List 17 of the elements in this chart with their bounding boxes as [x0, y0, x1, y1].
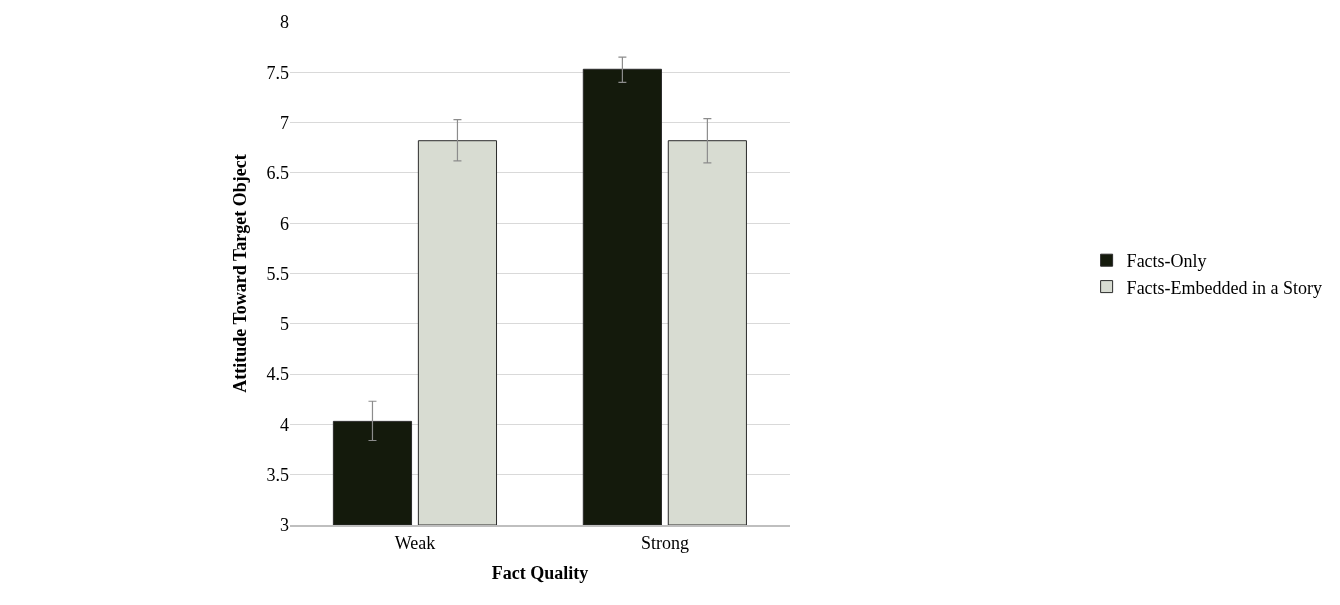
legend-label: Facts-Only	[1126, 251, 1207, 272]
y-tick-label: 3	[280, 515, 289, 536]
y-tick-label: 7.5	[266, 62, 289, 83]
y-tick-label: 4.5	[266, 364, 289, 385]
y-tick-label: 3.5	[266, 465, 289, 485]
y-axis-title: Attitude Toward Target Object	[229, 154, 250, 393]
y-tick-label: 4	[280, 414, 289, 435]
y-tick-label: 7	[280, 112, 289, 133]
y-tick-label: 5.5	[266, 263, 289, 284]
y-tick-label: 8	[280, 12, 289, 33]
x-axis-title: Fact Quality	[491, 563, 589, 584]
y-tick-label: 5	[280, 314, 289, 335]
y-tick-label: 6	[280, 213, 289, 234]
x-tick-label: Weak	[394, 532, 436, 553]
legend-label: Facts-Embedded in a Story	[1126, 277, 1323, 298]
x-tick-label: Strong	[640, 532, 689, 553]
y-tick-label: 6.5	[266, 163, 289, 184]
